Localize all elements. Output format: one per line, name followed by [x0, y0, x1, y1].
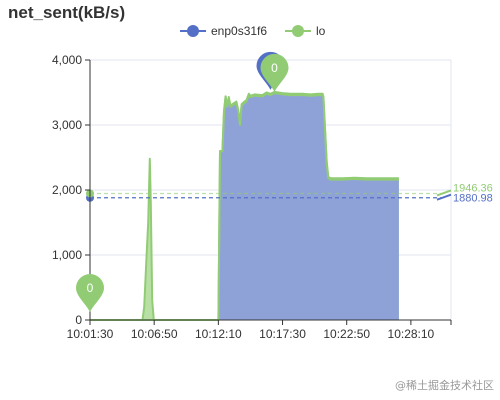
max-marker-pin-label: 0: [271, 61, 278, 75]
x-tick-label-4: 10:22:50: [323, 327, 370, 341]
max-marker-pin: [260, 53, 289, 92]
legend-label-lo: lo: [316, 24, 326, 38]
legend-label-enp0s31f6: enp0s31f6: [211, 24, 267, 38]
legend-marker-lo: [292, 25, 304, 37]
y-tick-label-4000: 4,000: [52, 53, 82, 67]
chart-title: net_sent(kB/s): [8, 3, 125, 22]
y-tick-label-1000: 1,000: [52, 248, 82, 262]
x-tick-label-1: 10:06:50: [131, 327, 178, 341]
x-tick-label-0: 10:01:30: [67, 327, 114, 341]
avg-end-arrow-enp0s31f6: [436, 193, 452, 201]
area-enp0s31f6: [90, 93, 399, 320]
series-areas: [90, 90, 399, 321]
avg-label-enp0s31f6: 1880.98: [453, 193, 493, 205]
avg-end-arrow-lo: [436, 189, 452, 197]
y-tick-label-2000: 2,000: [52, 183, 82, 197]
x-tick-label-2: 10:12:10: [195, 327, 242, 341]
y-tick-label-0: 0: [75, 313, 82, 327]
avg-label-lo: 1946.36: [453, 182, 493, 194]
legend: enp0s31f6 lo: [180, 24, 326, 38]
x-tick-label-5: 10:28:10: [388, 327, 435, 341]
x-axis-ticks: 10:01:30 10:06:50 10:12:10 10:17:30 10:22:50…: [67, 320, 452, 341]
line-lo: [90, 90, 399, 321]
legend-marker-enp0s31f6: [187, 25, 199, 37]
x-tick-label-3: 10:17:30: [259, 327, 306, 341]
y-tick-label-3000: 3,000: [52, 118, 82, 132]
min-marker-pin-label: 0: [87, 281, 94, 295]
min-marker-pin: [76, 274, 104, 312]
watermark: @稀土掘金技术社区: [395, 378, 494, 392]
y-axis-ticks: 0 1,000 2,000 3,000 4,000: [52, 53, 90, 327]
marker-pins: 000: [76, 51, 289, 312]
